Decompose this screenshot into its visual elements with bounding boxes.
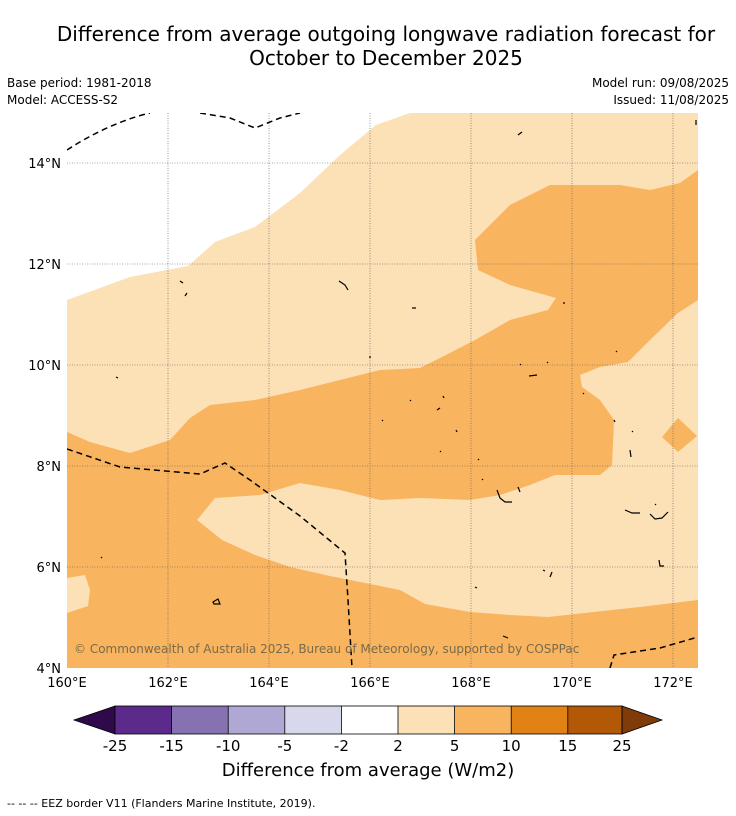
lat-label-6n: 6°N [37, 561, 62, 576]
lat-label-12n: 12°N [28, 258, 61, 273]
colorbar-bin-3 [228, 706, 285, 734]
colorbar-label: 10 [502, 737, 521, 755]
issued-date: Issued: 11/08/2025 [613, 93, 729, 107]
base-period: Base period: 1981-2018 [7, 76, 152, 90]
title-line-2: October to December 2025 [249, 46, 523, 70]
title-line-1: Difference from average outgoing longwav… [56, 22, 716, 46]
lon-label-164e: 164°E [249, 676, 289, 691]
longitude-axis: 160°E 162°E 164°E 166°E 168°E 170°E 172°… [47, 676, 693, 691]
colorbar-label: -5 [277, 737, 292, 755]
colorbar-bin-6 [398, 706, 455, 734]
colorbar-extend-low [72, 705, 116, 735]
lat-label-4n: 4°N [37, 662, 62, 677]
colorbar-label: -15 [159, 737, 184, 755]
model-run: Model run: 09/08/2025 [591, 76, 729, 90]
eez-footnote: -- -- -- EEZ border V11 (Flanders Marine… [7, 797, 316, 810]
colorbar-outline [114, 705, 623, 735]
colorbar-bin-2 [171, 706, 229, 734]
map-plot-area [67, 113, 698, 668]
colorbar-label: 15 [558, 737, 577, 755]
lat-label-8n: 8°N [37, 460, 62, 475]
lon-label-170e: 170°E [552, 676, 592, 691]
colorbar-bin-5 [341, 706, 398, 734]
islands [100, 120, 697, 639]
colorbar-label: -10 [216, 737, 241, 755]
colorbar-title: Difference from average (W/m2) [221, 760, 515, 781]
band-5-to-10-north [67, 170, 698, 668]
model-info: Base period: 1981-2018 Model: ACCESS-S2 [7, 75, 152, 109]
colorbar-label: 5 [450, 737, 460, 755]
lon-label-166e: 166°E [350, 676, 390, 691]
copyright-notice: © Commonwealth of Australia 2025, Bureau… [74, 642, 579, 656]
colorbar-label: 2 [393, 737, 403, 755]
model-name: Model: ACCESS-S2 [7, 93, 119, 107]
lon-label-162e: 162°E [148, 676, 188, 691]
map-title: Difference from average outgoing longwav… [0, 22, 736, 70]
run-info: Model run: 09/08/2025 Issued: 11/08/2025 [592, 75, 729, 109]
lon-label-160e: 160°E [47, 676, 87, 691]
colorbar-label: -25 [103, 737, 128, 755]
colorbar-bin-1 [115, 706, 172, 734]
band-2-to-5-island [67, 575, 90, 613]
colorbar-label: 25 [612, 737, 631, 755]
colorbar: -25 -15 -10 -5 -2 2 5 10 15 25 [72, 705, 664, 755]
latitude-axis: 14°N 12°N 10°N 8°N 6°N 4°N [28, 157, 61, 677]
colorbar-bin-4 [284, 706, 342, 734]
colorbar-bin-9 [567, 706, 622, 734]
lat-label-14n: 14°N [28, 157, 61, 172]
graticule [67, 113, 698, 668]
colorbar-label: -2 [334, 737, 349, 755]
eez-border [67, 113, 698, 668]
lon-label-172e: 172°E [653, 676, 693, 691]
lat-label-10n: 10°N [28, 359, 61, 374]
colorbar-bin-7 [454, 706, 512, 734]
colorbar-extend-high [621, 705, 664, 735]
band-5-to-10-patch [662, 418, 697, 452]
colorbar-bin-8 [511, 706, 568, 734]
lon-label-168e: 168°E [451, 676, 491, 691]
